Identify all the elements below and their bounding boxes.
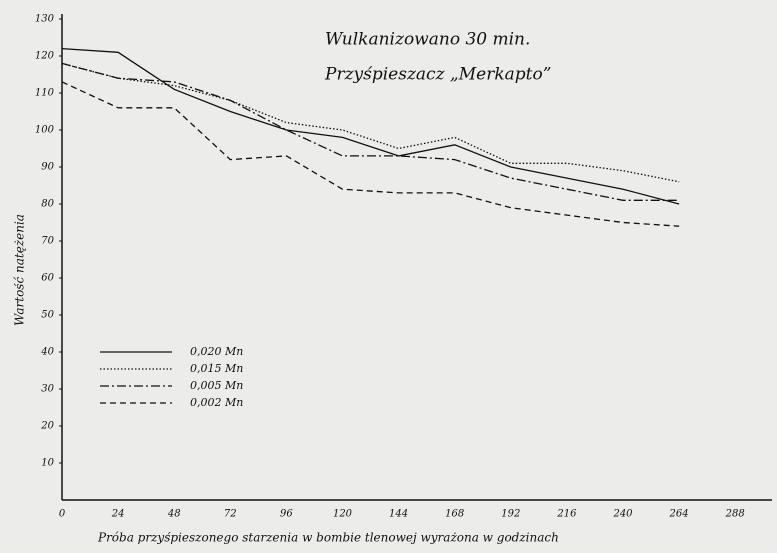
x-axis-label: Próba przyśpieszonego starzenia w bombie…: [97, 531, 559, 545]
series-line: [61, 62, 680, 183]
series-line: [61, 81, 680, 227]
legend-label: 0,005 Mn: [190, 379, 243, 392]
x-tick-label: 192: [501, 509, 520, 520]
legend-label: 0,015 Mn: [190, 362, 243, 375]
chart-subtitle: Przyśpieszacz „Merkapto”: [324, 65, 551, 85]
x-tick-label: 48: [167, 509, 181, 520]
y-axis-label: Wartość natężenia: [13, 214, 27, 326]
x-tick-label: 120: [333, 509, 353, 520]
y-tick-label: 60: [41, 273, 54, 284]
y-tick-label: 90: [41, 162, 54, 173]
x-tick-label: 168: [445, 509, 464, 520]
y-tick-label: 130: [35, 14, 55, 25]
series-line: [61, 62, 680, 201]
x-tick-label: 0: [59, 509, 66, 520]
y-tick-label: 50: [41, 310, 54, 321]
y-tick-label: 100: [35, 125, 55, 136]
x-tick-label: 264: [669, 509, 689, 520]
y-tick-label: 40: [40, 347, 54, 358]
y-tick-label: 10: [41, 458, 54, 469]
x-tick-label: 240: [612, 509, 633, 520]
series-line: [61, 47, 680, 205]
y-tick-label: 70: [41, 236, 54, 247]
x-tick-label: 72: [224, 509, 237, 520]
legend-label: 0,002 Mn: [190, 396, 243, 409]
chart-title: Wulkanizowano 30 min.: [325, 30, 530, 50]
y-tick-label: 80: [41, 199, 54, 210]
x-tick-label: 24: [111, 509, 125, 520]
y-tick-label: 30: [41, 384, 54, 395]
x-tick-label: 288: [725, 509, 745, 520]
x-tick-label: 144: [389, 509, 408, 520]
y-tick-label: 110: [35, 88, 55, 99]
x-tick-label: 216: [556, 509, 577, 520]
y-tick-label: 120: [35, 51, 55, 62]
legend-label: 0,020 Mn: [190, 345, 243, 358]
y-tick-label: 20: [40, 421, 54, 432]
x-tick-label: 96: [280, 509, 293, 520]
